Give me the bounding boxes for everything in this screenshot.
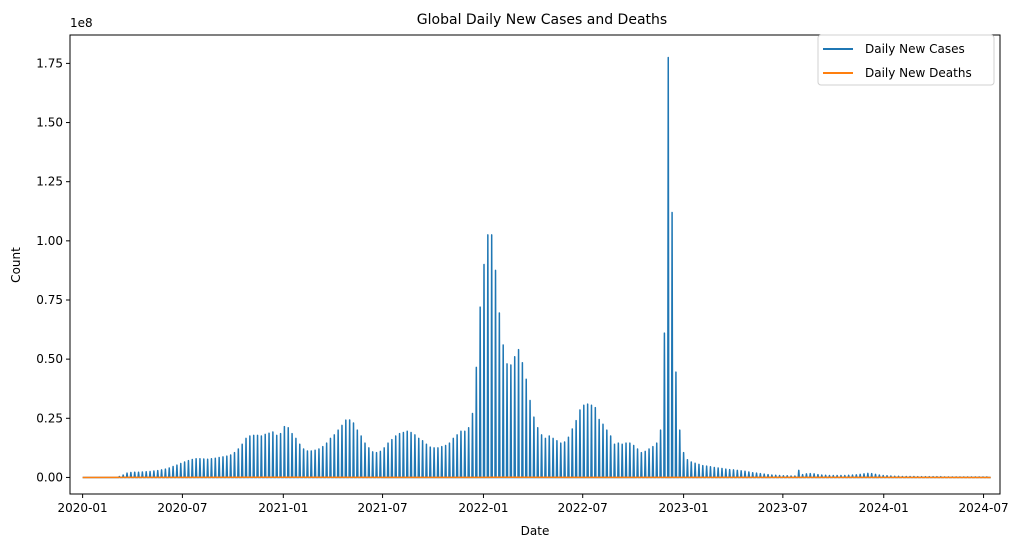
y-tick-label: 0.00 [36, 470, 63, 484]
x-tick-label: 2020-07 [157, 501, 207, 515]
x-axis: 2020-01 2020-07 2021-01 2021-07 2022-01 2022-… [58, 494, 1009, 515]
x-tick-label: 2023-07 [758, 501, 808, 515]
legend: Daily New Cases Daily New Deaths [818, 35, 994, 85]
series-line-daily-new-cases [83, 57, 991, 477]
legend-label-cases: Daily New Cases [865, 42, 965, 56]
x-tick-label: 2024-07 [958, 501, 1008, 515]
y-axis-label: Count [9, 247, 23, 283]
y-offset-label: 1e8 [70, 16, 93, 30]
x-tick-label: 2021-01 [258, 501, 308, 515]
x-tick-label: 2022-01 [458, 501, 508, 515]
chart-title: Global Daily New Cases and Deaths [417, 12, 667, 28]
y-tick-label: 0.50 [36, 352, 63, 366]
y-tick-label: 1.00 [36, 234, 63, 248]
x-tick-label: 2023-01 [659, 501, 709, 515]
plot-frame [70, 35, 1000, 494]
y-tick-label: 1.50 [36, 116, 63, 130]
series-layer [83, 57, 991, 477]
x-axis-label: Date [521, 524, 550, 538]
legend-label-deaths: Daily New Deaths [865, 66, 972, 80]
y-tick-label: 0.75 [36, 293, 63, 307]
x-tick-label: 2024-01 [859, 501, 909, 515]
x-tick-label: 2021-07 [357, 501, 407, 515]
y-tick-label: 1.25 [36, 175, 63, 189]
y-tick-label: 1.75 [36, 56, 63, 70]
y-tick-label: 0.25 [36, 411, 63, 425]
y-axis: 0.00 0.25 0.50 0.75 1.00 1.25 1.50 1.75 [36, 56, 70, 484]
x-tick-label: 2020-01 [58, 501, 108, 515]
x-tick-label: 2022-07 [558, 501, 608, 515]
